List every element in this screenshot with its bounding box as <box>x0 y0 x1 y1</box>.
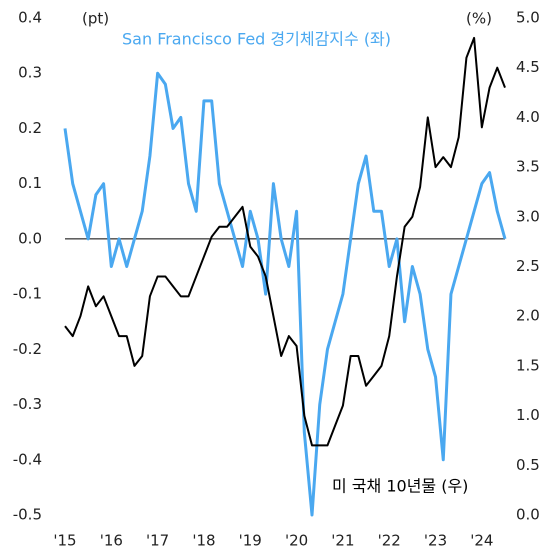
series-line <box>64 36 506 447</box>
x-tick-label: '16 <box>100 532 123 550</box>
x-tick-label: '20 <box>285 532 308 550</box>
y2-tick-label: 2.5 <box>516 257 540 275</box>
series-line <box>63 71 507 517</box>
y-tick-label: -0.1 <box>13 285 42 303</box>
y2-tick-label: 2.0 <box>516 307 540 325</box>
y2-tick-label: 5.0 <box>516 9 540 27</box>
x-tick-label: '17 <box>146 532 169 550</box>
y2-tick-label: 4.5 <box>516 58 540 76</box>
y-tick-label: -0.5 <box>13 506 42 524</box>
legend-label: 미 국채 10년물 (우) <box>332 477 468 496</box>
y-tick-label: 0.2 <box>18 119 42 137</box>
y-tick-label: 0.4 <box>18 9 42 27</box>
legend-label: San Francisco Fed 경기체감지수 (좌) <box>122 30 391 49</box>
y-tick-label: 0.0 <box>18 229 42 247</box>
y2-tick-label: 1.0 <box>516 406 540 424</box>
y-tick-label: -0.4 <box>13 450 42 468</box>
x-tick-label: '21 <box>331 532 354 550</box>
y-tick-label: 0.3 <box>18 64 42 82</box>
y2-tick-label: 3.5 <box>516 158 540 176</box>
y2-tick-label: 4.0 <box>516 108 540 126</box>
y-tick-label: -0.3 <box>13 395 42 413</box>
y-tick-label: 0.1 <box>18 174 42 192</box>
x-tick-label: '19 <box>239 532 262 550</box>
y2-tick-label: 3.0 <box>516 207 540 225</box>
y-unit-label: (pt) <box>82 10 109 28</box>
y2-tick-label: 0.5 <box>516 456 540 474</box>
x-tick-label: '24 <box>470 532 493 550</box>
y2-tick-label: 0.0 <box>516 506 540 524</box>
x-tick-label: '18 <box>192 532 215 550</box>
y-tick-label: -0.2 <box>13 340 42 358</box>
x-tick-label: '22 <box>378 532 401 550</box>
y2-unit-label: (%) <box>466 10 492 28</box>
x-tick-label: '23 <box>424 532 447 550</box>
x-tick-label: '15 <box>53 532 76 550</box>
y2-tick-label: 1.5 <box>516 356 540 374</box>
